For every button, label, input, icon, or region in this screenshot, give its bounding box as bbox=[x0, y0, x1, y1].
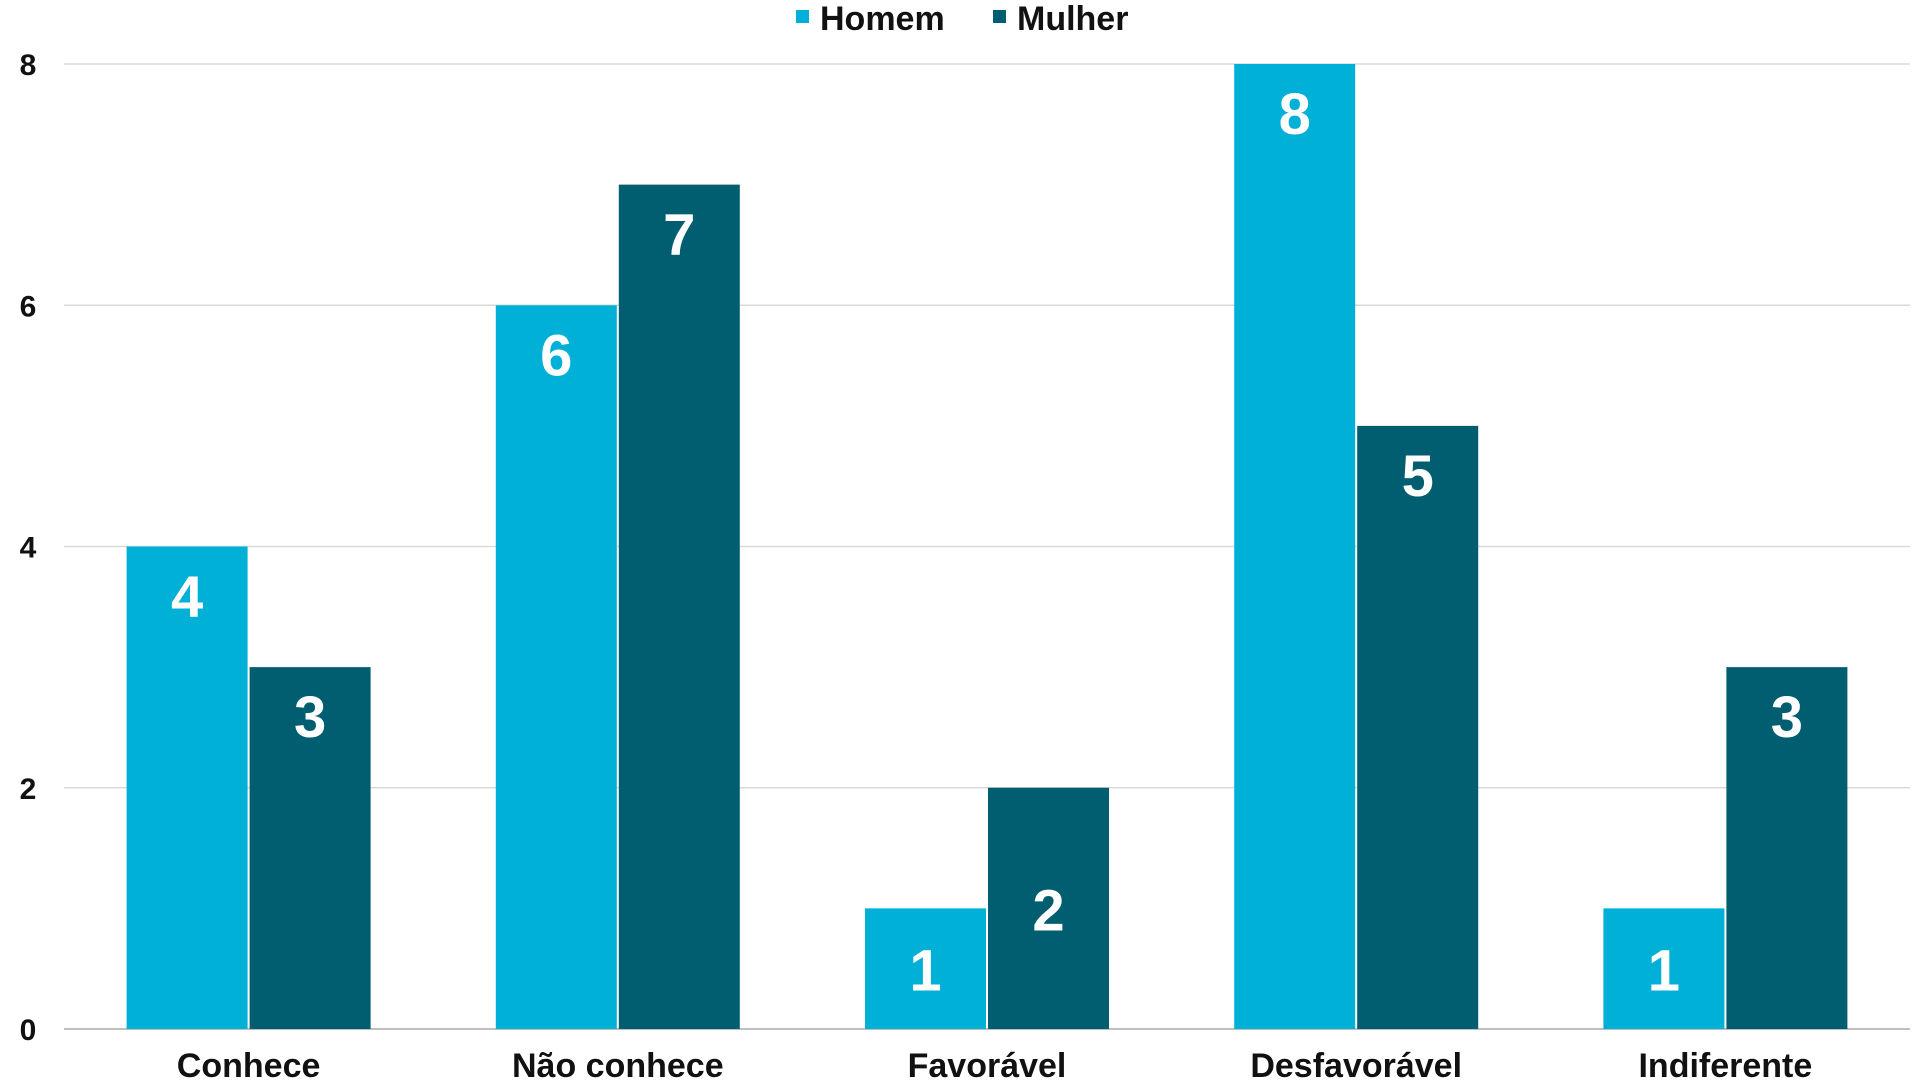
legend-swatch-mulher bbox=[993, 10, 1006, 23]
data-label-mulher-4: 3 bbox=[1771, 685, 1803, 750]
data-label-mulher-2: 2 bbox=[1032, 878, 1064, 943]
x-axis: Conhece Não conhece Favorável Desfavorável I… bbox=[177, 1047, 1813, 1085]
bar-homem-0 bbox=[126, 546, 248, 1029]
data-label-homem-4: 1 bbox=[1648, 939, 1680, 1004]
bar-mulher-2 bbox=[988, 787, 1109, 1029]
bar-homem-2 bbox=[865, 908, 986, 1029]
x-tick-label: Conhece bbox=[177, 1047, 321, 1080]
x-tick-label: Indiferente bbox=[1638, 1047, 1812, 1080]
x-tick-label: Desfavorável bbox=[1250, 1047, 1462, 1080]
data-label-homem-3: 8 bbox=[1279, 82, 1311, 147]
y-tick-label: 0 bbox=[20, 1014, 37, 1047]
y-tick-label: 6 bbox=[20, 290, 37, 323]
bar-homem-3 bbox=[1234, 64, 1356, 1029]
bar-homem-1 bbox=[495, 305, 617, 1029]
y-tick-label: 4 bbox=[20, 532, 37, 565]
legend-swatch-homem bbox=[796, 10, 809, 23]
y-tick-label: 8 bbox=[20, 49, 37, 82]
grid-layer bbox=[64, 63, 1910, 1030]
bars bbox=[126, 64, 1848, 1029]
bar-mulher-4 bbox=[1726, 667, 1848, 1029]
bar-mulher-0 bbox=[249, 667, 371, 1029]
bar-mulher-3 bbox=[1357, 425, 1479, 1029]
data-labels: 4 3 6 7 1 2 8 5 1 3 bbox=[171, 82, 1803, 1004]
bar-mulher-1 bbox=[618, 184, 740, 1029]
y-tick-label: 2 bbox=[20, 773, 37, 806]
legend-label-homem: Homem bbox=[820, 0, 945, 38]
legend: Homem Mulher bbox=[796, 0, 1128, 38]
legend-label-mulher: Mulher bbox=[1017, 0, 1128, 38]
y-axis: 0 2 4 6 8 bbox=[20, 49, 37, 1047]
data-label-homem-0: 4 bbox=[171, 565, 203, 630]
data-label-mulher-0: 3 bbox=[294, 685, 326, 750]
x-tick-label: Não conhece bbox=[512, 1047, 724, 1080]
data-label-homem-1: 6 bbox=[540, 323, 572, 388]
data-label-homem-2: 1 bbox=[909, 939, 941, 1004]
data-label-mulher-3: 5 bbox=[1402, 444, 1434, 509]
x-tick-label: Favorável bbox=[908, 1047, 1067, 1080]
bar-homem-4 bbox=[1603, 908, 1725, 1029]
data-label-mulher-1: 7 bbox=[663, 203, 695, 268]
